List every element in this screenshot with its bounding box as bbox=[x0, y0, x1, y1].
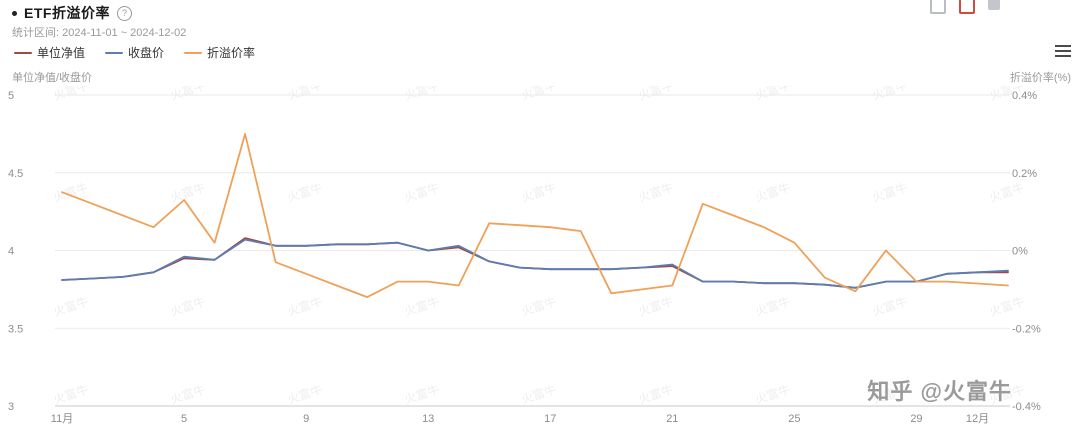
legend-label: 收盘价 bbox=[128, 46, 165, 60]
watermark-tile: 火富牛 bbox=[285, 86, 324, 103]
watermark-tile: 火富牛 bbox=[51, 381, 90, 406]
legend-item-1[interactable]: 收盘价 bbox=[105, 44, 164, 61]
toolbar-icon-3[interactable] bbox=[988, 0, 1000, 10]
zhihu-watermark: 知乎 @火富牛 bbox=[867, 379, 1012, 404]
watermark-tile: 火富牛 bbox=[987, 179, 1026, 204]
series-line-0 bbox=[61, 237, 1009, 289]
watermark-tile: 火富牛 bbox=[402, 381, 441, 406]
chart-plot-area[interactable]: 火富牛 火富牛 火富牛 火富牛 火富牛 火富牛 火富牛 火富牛 火富牛火富牛 火富牛 火富牛 火富牛火… bbox=[0, 86, 1080, 435]
chart-legend: 单位净值 收盘价 折溢价率 bbox=[14, 44, 255, 61]
watermark-tile: 火富牛 bbox=[168, 293, 207, 318]
right-axis-tick: 0.2% bbox=[1012, 168, 1037, 180]
watermark-tile: 火富牛 bbox=[285, 179, 324, 204]
stat-range-label: 统计区间: 2024-11-01 ~ 2024-12-02 bbox=[12, 27, 187, 39]
series-line-2 bbox=[61, 133, 1009, 299]
watermark-tile: 火富牛 bbox=[402, 179, 441, 204]
watermark-tile: 火富牛 bbox=[402, 86, 441, 103]
right-axis-tick: 0% bbox=[1012, 246, 1028, 258]
watermark-tile: 火富牛 bbox=[753, 86, 792, 103]
watermark-tile: 火富牛 bbox=[636, 293, 675, 318]
x-axis-tick: 9 bbox=[303, 413, 309, 425]
right-axis-tick: 0.4% bbox=[1012, 90, 1037, 102]
watermark-tile: 火富牛 bbox=[636, 381, 675, 406]
watermark-tile: 火富牛 bbox=[753, 293, 792, 318]
watermark-tile: 火富牛 bbox=[753, 381, 792, 406]
x-axis-tick: 13 bbox=[422, 413, 434, 425]
toolbar-icon-1[interactable] bbox=[930, 0, 946, 14]
left-axis-title: 单位净值/收盘价 bbox=[12, 72, 93, 84]
x-axis-tick: 5 bbox=[181, 413, 187, 425]
watermark-tile: 火富牛 bbox=[51, 293, 90, 318]
left-axis-tick: 3.5 bbox=[8, 323, 23, 335]
legend-label: 折溢价率 bbox=[207, 46, 256, 60]
watermark-tile: 火富牛 bbox=[285, 381, 324, 406]
page-title: ETF折溢价率 bbox=[24, 5, 110, 21]
right-axis-title: 折溢价率(%) bbox=[1009, 72, 1071, 84]
watermark-tile: 火富牛 bbox=[636, 179, 675, 204]
x-axis-tick: 25 bbox=[788, 413, 800, 425]
left-axis-tick: 5 bbox=[8, 90, 14, 102]
watermark-tile: 火富牛 bbox=[753, 179, 792, 204]
watermark-tile: 火富牛 bbox=[870, 179, 909, 204]
watermark-tile: 火富牛 bbox=[168, 86, 207, 103]
watermark-tile: 火富牛 bbox=[402, 293, 441, 318]
left-axis-tick: 4 bbox=[8, 246, 14, 258]
x-axis-tick: 11月 bbox=[51, 413, 73, 425]
bullet-icon bbox=[12, 10, 17, 16]
series-line-1 bbox=[61, 238, 1009, 289]
toolbar-icon-2[interactable] bbox=[959, 0, 975, 14]
legend-marker bbox=[105, 51, 124, 54]
watermark-tile: 火富牛 bbox=[870, 86, 909, 103]
left-axis-tick: 4.5 bbox=[8, 168, 23, 180]
menu-icon[interactable] bbox=[1055, 45, 1071, 60]
legend-marker bbox=[184, 51, 203, 54]
legend-item-0[interactable]: 单位净值 bbox=[14, 44, 85, 61]
x-axis-tick: 12月 bbox=[966, 413, 989, 425]
watermark-tile: 火富牛 bbox=[519, 293, 558, 318]
left-axis-tick: 3 bbox=[8, 401, 14, 413]
right-axis-tick: -0.2% bbox=[1012, 323, 1041, 335]
watermark-tile: 火富牛 bbox=[987, 293, 1026, 318]
watermark-tile: 火富牛 bbox=[519, 86, 558, 103]
chart-header: ETF折溢价率 ? bbox=[12, 3, 132, 23]
help-question-icon[interactable]: ? bbox=[116, 5, 132, 21]
x-axis-tick: 29 bbox=[910, 413, 922, 425]
legend-marker bbox=[14, 51, 32, 54]
x-axis-tick: 21 bbox=[666, 413, 678, 425]
x-axis-tick: 17 bbox=[544, 413, 556, 425]
legend-item-2[interactable]: 折溢价率 bbox=[184, 44, 255, 61]
watermark-tile: 火富牛 bbox=[51, 86, 90, 103]
watermark-tile: 火富牛 bbox=[168, 179, 207, 204]
legend-label: 单位净值 bbox=[37, 46, 86, 60]
watermark-tile: 火富牛 bbox=[636, 86, 675, 103]
watermark-tile: 火富牛 bbox=[519, 179, 558, 204]
watermark-tile: 火富牛 bbox=[168, 381, 207, 406]
toolbar bbox=[930, 0, 1000, 14]
right-axis-tick: -0.4% bbox=[1012, 401, 1041, 413]
watermark-tile: 火富牛 bbox=[870, 293, 909, 318]
watermark-tile: 火富牛 bbox=[285, 293, 324, 318]
watermark-tile: 火富牛 bbox=[519, 381, 558, 406]
